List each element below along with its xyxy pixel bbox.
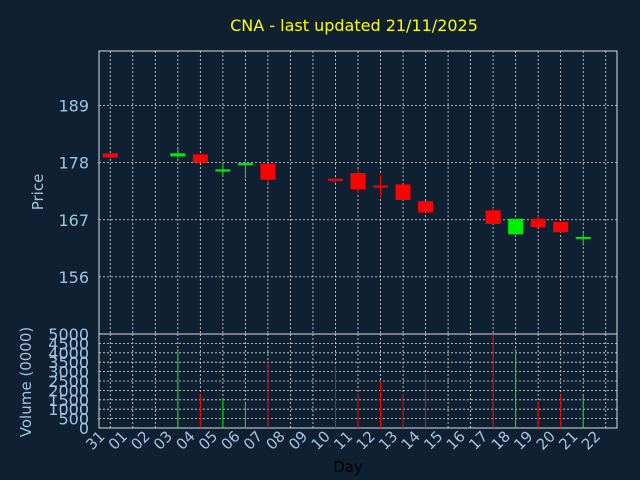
price-tick-label: 167: [58, 211, 89, 230]
price-tick-label: 189: [58, 97, 89, 116]
price-panel: 156 167 178 189: [58, 50, 618, 335]
volume-tick-label: 4000: [48, 344, 89, 363]
candle-body: [530, 218, 546, 228]
candle-body: [350, 173, 366, 190]
candle-body: [395, 184, 411, 201]
x-tick-label: 22: [578, 427, 604, 453]
x-axis-label: Day: [333, 458, 363, 476]
candle-body: [553, 221, 569, 233]
candle-body: [260, 163, 276, 180]
candle-body: [192, 154, 208, 163]
candle-body: [575, 236, 591, 239]
volume-tick-label: 2000: [48, 381, 89, 400]
volume-tick-label: 3500: [48, 353, 89, 372]
volume-tick-label: 1500: [48, 391, 89, 410]
chart-title: CNA - last updated 21/11/2025: [230, 16, 478, 35]
candle-body: [418, 201, 434, 213]
price-tick-label: 156: [58, 268, 89, 287]
candle-body: [485, 210, 501, 224]
volume-tick-label: 500: [58, 410, 89, 429]
candle-body: [215, 169, 231, 172]
volume-tick-label: 5000: [48, 325, 89, 344]
volume-tick-label: 0: [79, 419, 89, 438]
candle-body: [327, 178, 343, 181]
candle-body: [102, 153, 118, 158]
price-axis-label: Price: [29, 174, 47, 211]
candle-body: [237, 163, 253, 166]
volume-tick-label: 3000: [48, 363, 89, 382]
volume-tick-label: 1000: [48, 400, 89, 419]
volume-axis-label: Volume (0000): [17, 327, 35, 437]
volume-tick-label: 4500: [48, 334, 89, 353]
price-tick-label: 178: [58, 154, 89, 173]
volume-tick-label: 2500: [48, 372, 89, 391]
candle-body: [508, 218, 524, 235]
candle-body: [170, 153, 186, 157]
candle-body: [373, 185, 389, 188]
x-axis: 3101020304050607080910111213141516171819…: [82, 427, 604, 453]
